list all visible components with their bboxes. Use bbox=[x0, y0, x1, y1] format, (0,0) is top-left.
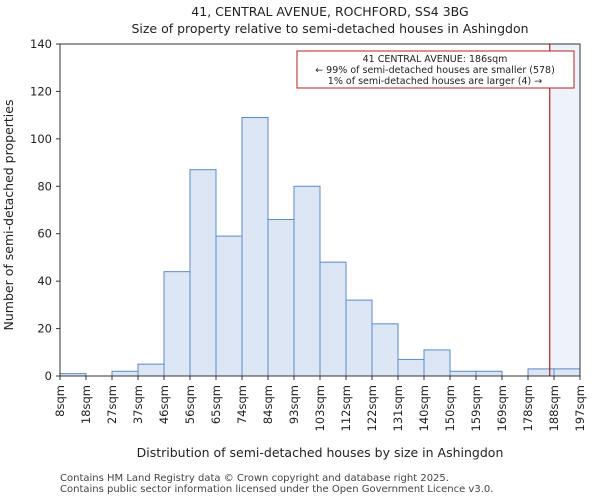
y-tick-label-0: 0 bbox=[45, 369, 52, 383]
bar-27sqm bbox=[111, 370, 139, 377]
bar-159sqm bbox=[475, 370, 503, 377]
annotation-box: 41 CENTRAL AVENUE: 186sqm ← 99% of semi-… bbox=[296, 50, 575, 89]
x-tick-label-56sqm: 56sqm bbox=[183, 385, 197, 424]
y-axis: 0 20 40 60 80 100 120 140 bbox=[30, 37, 60, 383]
highlight-region-layer bbox=[549, 44, 580, 376]
y-tick-label-20: 20 bbox=[37, 322, 52, 336]
x-tick-label-178sqm: 178sqm bbox=[521, 385, 535, 431]
bar-122sqm bbox=[371, 323, 399, 377]
x-tick-label-84sqm: 84sqm bbox=[261, 385, 275, 424]
x-tick-label-169sqm: 169sqm bbox=[495, 385, 509, 431]
y-tick-label-120: 120 bbox=[30, 84, 52, 98]
x-tick-label-8sqm: 8sqm bbox=[53, 385, 67, 417]
footer-licence: Contains public sector information licen… bbox=[60, 484, 494, 495]
x-axis: 8sqm 18sqm 27sqm 37sqm 46sqm 56sqm 65sqm 74sqm 8… bbox=[53, 376, 587, 431]
bar-74sqm bbox=[241, 117, 269, 377]
annotation-frame bbox=[296, 50, 575, 89]
x-tick-label-103sqm: 103sqm bbox=[313, 385, 327, 431]
x-tick-label-188sqm: 188sqm bbox=[547, 385, 561, 431]
bar-131sqm bbox=[397, 358, 425, 377]
bar-46sqm bbox=[163, 271, 191, 377]
bar-37sqm bbox=[137, 363, 165, 377]
x-tick-label-93sqm: 93sqm bbox=[287, 385, 301, 424]
bar-112sqm bbox=[345, 299, 373, 377]
bar-93sqm bbox=[293, 185, 321, 377]
x-tick-label-159sqm: 159sqm bbox=[469, 385, 483, 431]
y-tick-label-40: 40 bbox=[37, 274, 52, 288]
annotation-line-larger: 1% of semi-detached houses are larger (4… bbox=[328, 76, 542, 87]
y-axis-label: Number of semi-detached properties bbox=[1, 100, 16, 331]
x-tick-label-74sqm: 74sqm bbox=[235, 385, 249, 424]
chart-title: 41, CENTRAL AVENUE, ROCHFORD, SS4 3BG bbox=[191, 4, 468, 19]
x-tick-label-197sqm: 197sqm bbox=[573, 385, 587, 431]
x-tick-label-18sqm: 18sqm bbox=[79, 385, 93, 424]
x-tick-label-46sqm: 46sqm bbox=[157, 385, 171, 424]
x-tick-label-65sqm: 65sqm bbox=[209, 385, 223, 424]
y-tick-label-140: 140 bbox=[30, 37, 52, 51]
bar-65sqm bbox=[215, 235, 243, 377]
x-tick-label-122sqm: 122sqm bbox=[365, 385, 379, 431]
chart-subtitle: Size of property relative to semi-detach… bbox=[131, 21, 528, 36]
x-tick-label-131sqm: 131sqm bbox=[391, 385, 405, 431]
bars-layer bbox=[59, 117, 581, 377]
x-tick-label-37sqm: 37sqm bbox=[131, 385, 145, 424]
y-tick-label-60: 60 bbox=[37, 227, 52, 241]
larger-properties-region bbox=[549, 44, 580, 376]
bar-103sqm bbox=[319, 261, 347, 377]
bar-140sqm bbox=[423, 349, 451, 377]
annotation-line-property: 41 CENTRAL AVENUE: 186sqm bbox=[363, 54, 508, 65]
annotation-line-smaller: ← 99% of semi-detached houses are smalle… bbox=[315, 65, 555, 76]
bar-188sqm bbox=[553, 368, 581, 377]
x-axis-label: Distribution of semi-detached houses by … bbox=[137, 445, 504, 460]
y-tick-label-80: 80 bbox=[37, 179, 52, 193]
x-tick-label-27sqm: 27sqm bbox=[105, 385, 119, 424]
x-tick-label-140sqm: 140sqm bbox=[417, 385, 431, 431]
bar-56sqm bbox=[189, 169, 217, 377]
y-tick-label-100: 100 bbox=[30, 132, 52, 146]
bar-84sqm bbox=[267, 218, 295, 377]
bar-150sqm bbox=[449, 370, 477, 377]
x-tick-label-112sqm: 112sqm bbox=[339, 385, 353, 431]
x-tick-label-150sqm: 150sqm bbox=[443, 385, 457, 431]
footer-copyright: Contains HM Land Registry data © Crown c… bbox=[60, 473, 449, 484]
